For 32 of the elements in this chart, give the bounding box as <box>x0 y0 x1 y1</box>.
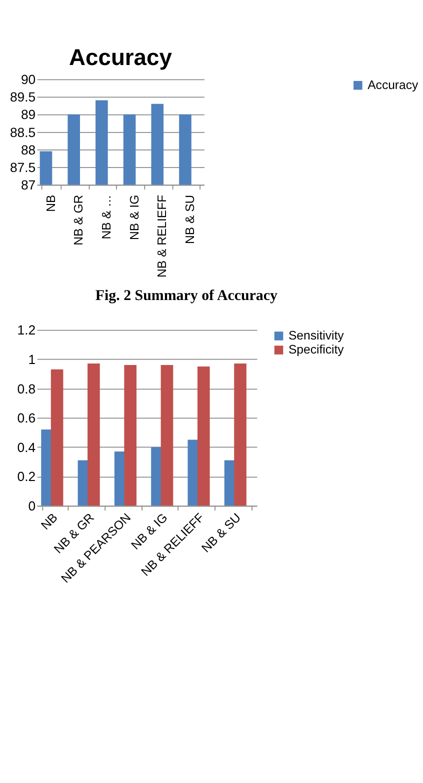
y-tick-label: 0.2 <box>17 469 36 484</box>
caption: Fig. 2 Summary of Accuracy <box>95 288 278 304</box>
bar <box>234 364 246 506</box>
y-tick-label: 0 <box>28 498 36 514</box>
x-tick-label: NB & GR <box>72 194 86 246</box>
bar <box>197 366 210 506</box>
y-tick-label: 88.5 <box>10 124 36 140</box>
y-tick-label: 89 <box>20 107 36 122</box>
x-tick-label: NB & SU <box>183 194 198 244</box>
bar <box>160 365 174 506</box>
y-tick-label: 0.4 <box>17 440 36 455</box>
x-tick-label: NB & IG <box>127 194 142 240</box>
legend-label: Specificity <box>288 342 345 357</box>
bar <box>50 369 64 506</box>
legend-label: Sensitivity <box>288 328 345 343</box>
y-tick-label: 1.2 <box>17 322 36 338</box>
y-tick-label: 89.5 <box>10 90 36 105</box>
y-tick-label: 87 <box>20 178 36 193</box>
y-tick-label: 87.5 <box>10 160 36 175</box>
y-tick-label: 88 <box>20 142 36 158</box>
y-tick-label: 0.8 <box>17 381 36 396</box>
y-tick-label: 0.6 <box>17 410 36 426</box>
x-tick-label: NB <box>44 194 58 212</box>
y-tick-label: 1 <box>28 352 36 367</box>
x-tick-label: NB & RELIEFF <box>155 194 170 278</box>
chart-title: Accuracy <box>69 44 172 70</box>
bar <box>124 365 136 506</box>
x-tick-label: NB & … <box>100 194 114 240</box>
y-tick-label: 90 <box>20 72 36 88</box>
bar <box>88 364 100 506</box>
legend-label: Accuracy <box>368 78 420 92</box>
x-tick-label: NB <box>38 510 60 533</box>
